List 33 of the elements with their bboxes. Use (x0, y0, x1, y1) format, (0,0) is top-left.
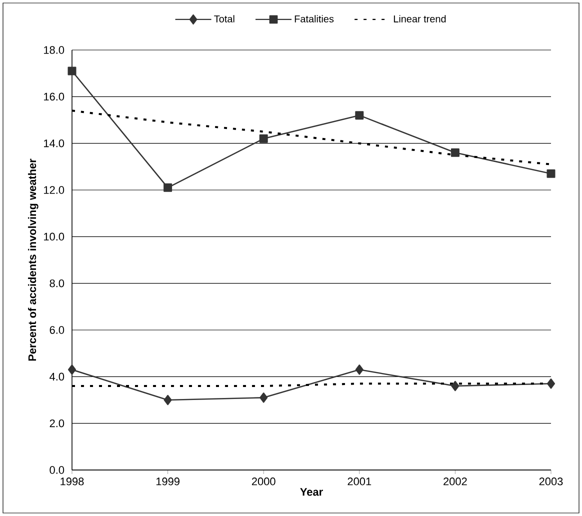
x-tick-label: 1999 (156, 478, 180, 486)
y-tick-label: 4.0 (50, 372, 64, 381)
point (68, 66, 76, 76)
x-tick-label: 2001 (348, 478, 372, 486)
x-tick-label: 1998 (60, 478, 84, 486)
point (355, 364, 364, 375)
y-tick-label: 6.0 (50, 326, 64, 334)
legend-label: Linear trend (394, 15, 446, 22)
point (451, 380, 460, 392)
y-tick-label: 2.0 (50, 419, 64, 428)
point (164, 183, 172, 192)
x-tick-label: 2003 (539, 478, 563, 486)
point (259, 134, 268, 143)
point (546, 378, 556, 389)
point (546, 169, 556, 178)
point (68, 364, 76, 375)
x-tick-label: 2002 (444, 478, 467, 486)
y-tick-label: 14.0 (44, 139, 64, 148)
y-axis-title: Percent of accidents involving weather (28, 158, 38, 361)
legend-label: Total (214, 15, 234, 22)
point (260, 392, 268, 403)
y-tick-label: 0.0 (50, 466, 64, 474)
y-tick-label: 10.0 (44, 232, 64, 241)
x-axis-title: Year (300, 488, 323, 496)
point (450, 148, 460, 157)
x-tick-label: 2000 (252, 478, 276, 486)
y-tick-label: 18.0 (44, 46, 64, 54)
point (164, 394, 172, 406)
point (355, 111, 364, 120)
legend-label: Fatalities (294, 15, 334, 22)
y-tick-label: 12.0 (44, 186, 64, 194)
y-tick-label: 8.0 (50, 279, 64, 288)
y-tick-label: 16.0 (44, 92, 64, 101)
